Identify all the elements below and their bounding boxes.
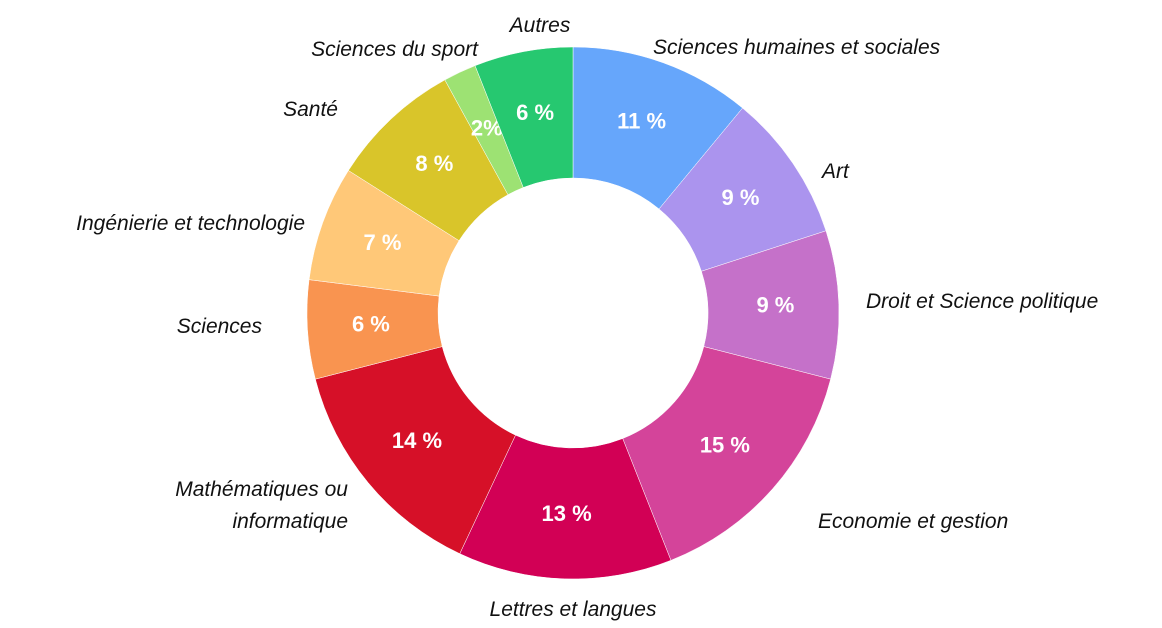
value-label: 6 % bbox=[516, 100, 554, 125]
category-label: Droit et Science politique bbox=[866, 290, 1099, 313]
slice bbox=[315, 346, 516, 555]
category-label: Art bbox=[822, 160, 849, 183]
category-label: Autres bbox=[509, 14, 571, 37]
value-label: 9 % bbox=[756, 292, 794, 317]
value-label: 15 % bbox=[700, 433, 750, 458]
value-label: 8 % bbox=[415, 151, 453, 176]
value-label: 6 % bbox=[352, 312, 390, 337]
value-label: 9 % bbox=[722, 185, 760, 210]
slice bbox=[474, 46, 574, 188]
category-label: Sciences du sport bbox=[311, 38, 478, 61]
value-label: 14 % bbox=[392, 428, 442, 453]
category-label: Santé bbox=[283, 98, 338, 121]
value-label: 7 % bbox=[364, 230, 402, 255]
slice bbox=[622, 346, 831, 561]
category-label: Sciences bbox=[176, 315, 262, 338]
category-label: Sciences humaines et sociales bbox=[653, 36, 941, 59]
category-label: Economie et gestion bbox=[818, 510, 1009, 533]
category-label: Mathématiques ou informatique bbox=[175, 478, 348, 533]
category-label: Ingénierie et technologie bbox=[76, 212, 305, 235]
value-label: 13 % bbox=[542, 501, 592, 526]
category-label: Lettres et langues bbox=[489, 598, 657, 621]
value-label: 11 % bbox=[617, 108, 666, 133]
